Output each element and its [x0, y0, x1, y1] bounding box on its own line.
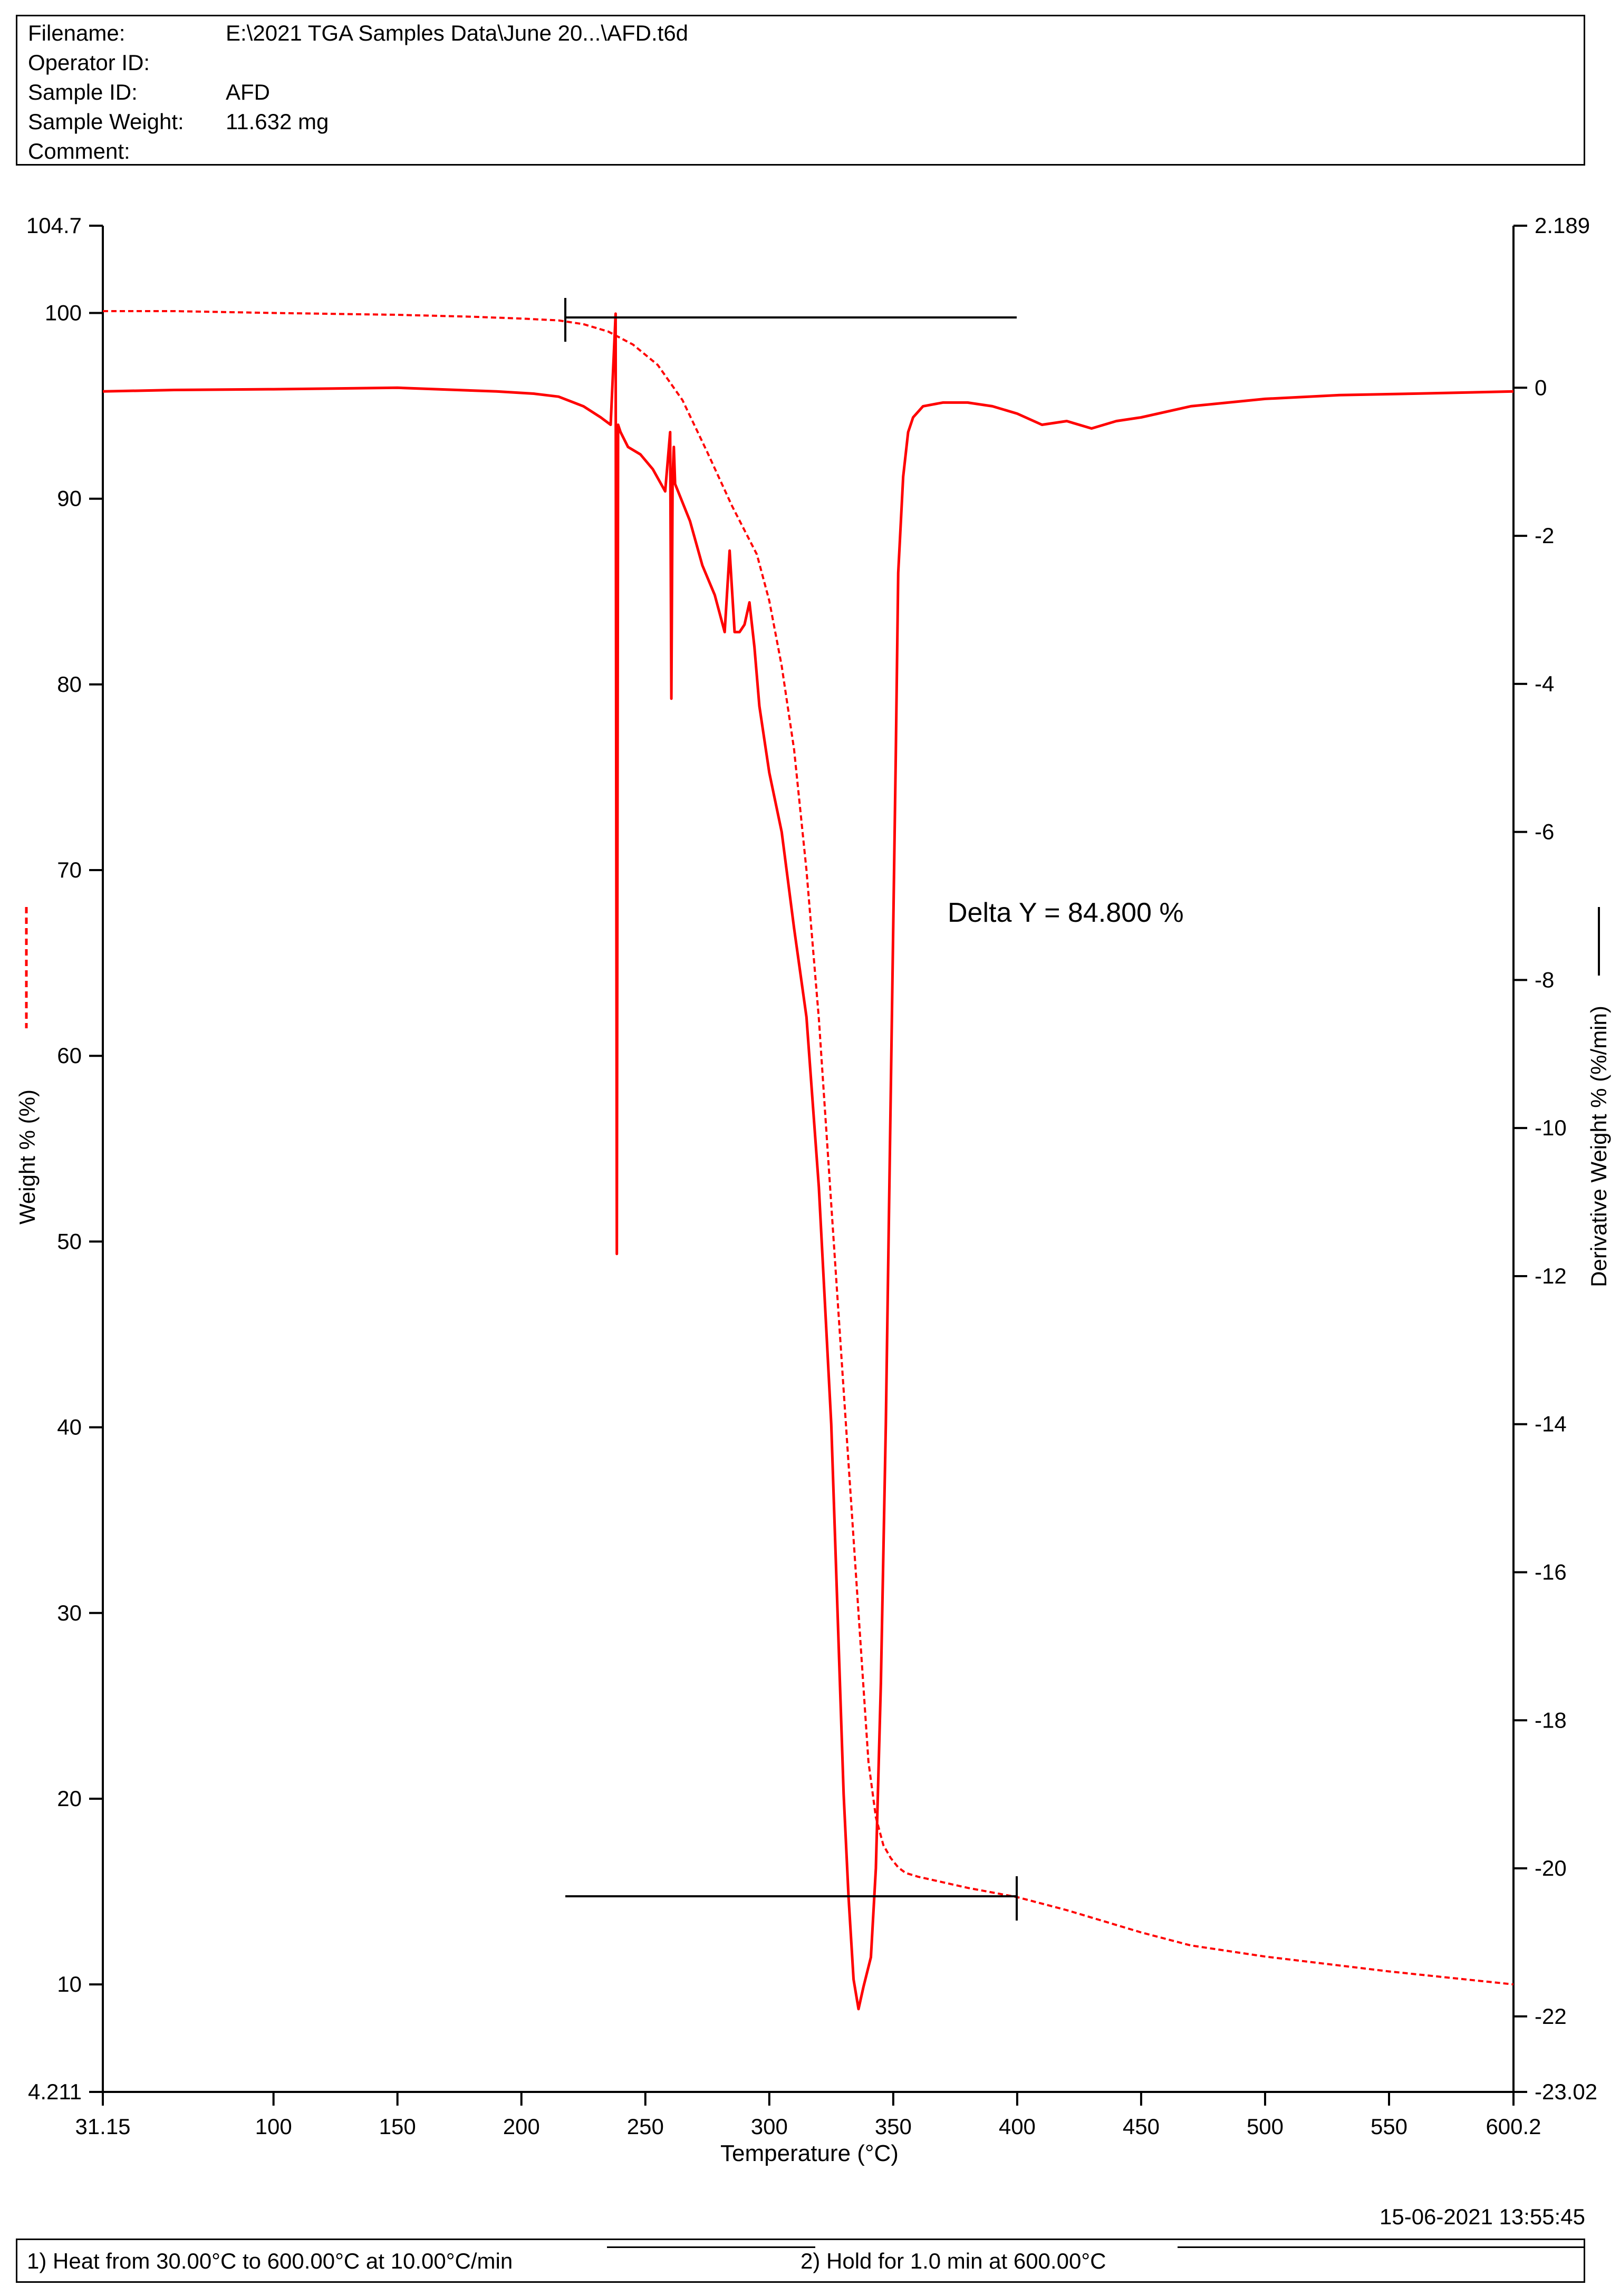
y-left-tick-label: 4.211: [28, 2079, 82, 2104]
y-right-tick-label: -10: [1535, 1115, 1567, 1140]
y-left-tick-label: 30: [57, 1600, 82, 1625]
x-tick-label: 450: [1123, 2114, 1160, 2139]
info-label: Comment:: [28, 139, 130, 163]
x-tick-label: 150: [379, 2114, 416, 2139]
onset-markers: [564, 298, 1018, 1921]
axes-layer: 31.15 100 150 200 250 300 350 400 450 500 550 600.2…: [26, 213, 1597, 2139]
y-left-tick-label: 10: [57, 1972, 82, 1996]
y-right-axis-label: Derivative Weight % (%/min): [1586, 1006, 1611, 1287]
info-row-sample-id: Sample ID: AFD: [28, 78, 270, 107]
info-row-operator: Operator ID:: [28, 48, 226, 78]
x-tick-label: 500: [1247, 2114, 1284, 2139]
x-tick-label: 200: [503, 2114, 540, 2139]
x-tick-label: 250: [627, 2114, 664, 2139]
delta-y-annotation: Delta Y = 84.800 %: [948, 898, 1184, 928]
derivative-weight-series: [102, 312, 1514, 2011]
info-label: Sample Weight:: [28, 109, 184, 134]
y-right-tick-label: -8: [1535, 967, 1554, 992]
y-right-tick-label: -20: [1535, 1856, 1567, 1880]
method-step-1-line: [607, 2246, 815, 2248]
y-right-tick-label: -12: [1535, 1263, 1567, 1288]
method-step-2: 2) Hold for 1.0 min at 600.00°C: [801, 2249, 1106, 2273]
x-tick-label: 350: [875, 2114, 912, 2139]
y-left-tick-label: 90: [57, 486, 82, 511]
y-right-tick-label: -4: [1535, 671, 1554, 696]
y-right-tick-label: -16: [1535, 1559, 1567, 1584]
y-left-tick-label: 20: [57, 1786, 82, 1811]
info-label: Filename:: [28, 21, 126, 45]
info-row-sample-weight: Sample Weight: 11.632 mg: [28, 107, 329, 137]
y-right-tick-label: -18: [1535, 1707, 1567, 1732]
x-tick-label: 550: [1371, 2114, 1407, 2139]
weight-percent-series: [103, 310, 1514, 1986]
y-left-tick-label: 100: [45, 301, 82, 325]
y-left-tick-label: 40: [57, 1415, 82, 1440]
x-tick-label: 100: [255, 2114, 292, 2139]
y-right-tick-label: -23.02: [1535, 2079, 1597, 2104]
info-label: Operator ID:: [28, 50, 150, 75]
info-value: E:\2021 TGA Samples Data\June 20...\AFD.…: [226, 21, 689, 45]
series-layer: [102, 310, 1514, 2011]
x-tick-label: 300: [751, 2114, 788, 2139]
y-left-tick-label: 70: [57, 857, 82, 882]
tga-chart: 31.15 100 150 200 250 300 350 400 450 500 550 600.2…: [15, 213, 1611, 2166]
method-steps-box: 1) Heat from 30.00°C to 600.00°C at 10.0…: [16, 2239, 1585, 2283]
method-step-2-line: [1178, 2246, 1584, 2248]
info-value: AFD: [226, 80, 270, 104]
y-right-tick-label: -22: [1535, 2004, 1567, 2029]
timestamp: 15-06-2021 13:55:45: [1380, 2204, 1585, 2229]
method-step-1: 1) Heat from 30.00°C to 600.00°C at 10.0…: [27, 2249, 513, 2273]
x-tick-label: 31.15: [75, 2114, 130, 2139]
y-right-tick-label: 0: [1535, 375, 1547, 400]
y-right-tick-label: -6: [1535, 819, 1554, 844]
info-row-filename: Filename: E:\2021 TGA Samples Data\June 2…: [28, 18, 688, 48]
info-label: Sample ID:: [28, 80, 138, 104]
y-left-tick-label: 50: [57, 1229, 82, 1253]
info-row-comment: Comment:: [28, 137, 226, 166]
y-right-tick-label: -14: [1535, 1412, 1567, 1436]
y-right-tick-label: 2.189: [1535, 213, 1590, 238]
y-left-tick-label: 104.7: [26, 213, 82, 238]
y-right-tick-label: -2: [1535, 523, 1554, 548]
y-left-tick-label: 60: [57, 1043, 82, 1068]
sample-info-box: Filename: E:\2021 TGA Samples Data\June 2…: [16, 15, 1585, 166]
x-tick-label: 400: [999, 2114, 1036, 2139]
x-axis-label: Temperature (°C): [720, 2140, 899, 2166]
info-value: 11.632 mg: [226, 109, 329, 134]
y-left-axis-label: Weight % (%): [15, 1089, 40, 1224]
x-tick-label: 600.2: [1486, 2114, 1541, 2139]
y-left-tick-label: 80: [57, 672, 82, 697]
